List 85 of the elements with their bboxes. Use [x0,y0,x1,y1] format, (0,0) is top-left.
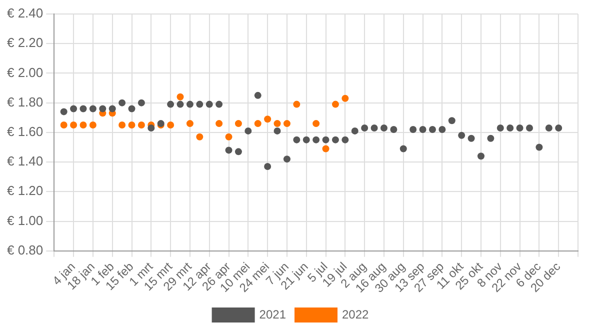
point [148,124,155,132]
point [225,146,232,154]
point [89,122,96,129]
point [312,120,320,128]
point [410,126,417,133]
point [264,116,272,123]
point [128,105,136,112]
point [283,120,290,128]
point [274,127,281,134]
point [536,144,543,151]
point [234,120,242,128]
point [196,100,204,108]
point [138,99,145,106]
point [400,145,407,152]
point [138,122,145,129]
point [342,136,349,144]
point [216,100,223,108]
point [428,126,436,133]
point [322,145,330,152]
point [419,126,426,133]
point [216,120,223,128]
y-tick-label: € 0.80 [6,242,44,258]
point [254,120,262,128]
point [118,99,126,106]
point [234,148,242,156]
y-tick-label: € 1.60 [6,124,44,140]
point [176,93,184,100]
point [293,100,300,108]
point [516,124,524,132]
point [380,124,388,132]
point [448,117,456,124]
point [312,136,320,144]
point [176,100,184,108]
point [322,136,330,144]
point [506,124,514,132]
point [390,126,398,133]
point [99,105,106,112]
point [206,100,213,108]
point [496,124,504,132]
point [244,127,252,134]
point [302,136,310,144]
point [196,133,204,140]
point [555,124,562,132]
point [70,105,78,112]
point [458,132,466,139]
point [438,126,446,133]
point [361,124,368,132]
point [351,127,358,134]
point [60,108,68,116]
point [293,136,300,144]
point [167,122,174,129]
y-tick-label: € 1.20 [6,183,44,198]
point [70,122,78,129]
point [283,156,290,163]
point [225,133,232,140]
y-tick-label: € 2.00 [6,64,44,80]
y-tick-label: € 1.80 [6,94,44,110]
point [274,120,281,128]
y-tick-label: € 2.40 [6,6,44,21]
legend-label: 2021 [259,307,286,322]
y-tick-label: € 1.00 [6,212,44,228]
point [342,94,349,102]
point [118,122,126,129]
y-tick-label: € 2.20 [6,35,44,50]
point [186,100,194,108]
point [264,162,272,170]
point [526,124,533,132]
point [545,124,552,132]
point [167,100,174,108]
point [468,134,475,142]
point [477,152,484,160]
point [186,120,194,128]
legend-label: 2022 [342,307,370,322]
point [108,105,116,112]
point [80,122,87,129]
point [487,134,494,142]
point [80,105,87,112]
point [332,136,339,144]
point [370,124,378,132]
point [254,92,262,99]
point [89,105,96,112]
point [128,122,136,129]
y-tick-label: € 1.40 [6,154,44,169]
point [60,122,68,129]
point [332,100,339,108]
